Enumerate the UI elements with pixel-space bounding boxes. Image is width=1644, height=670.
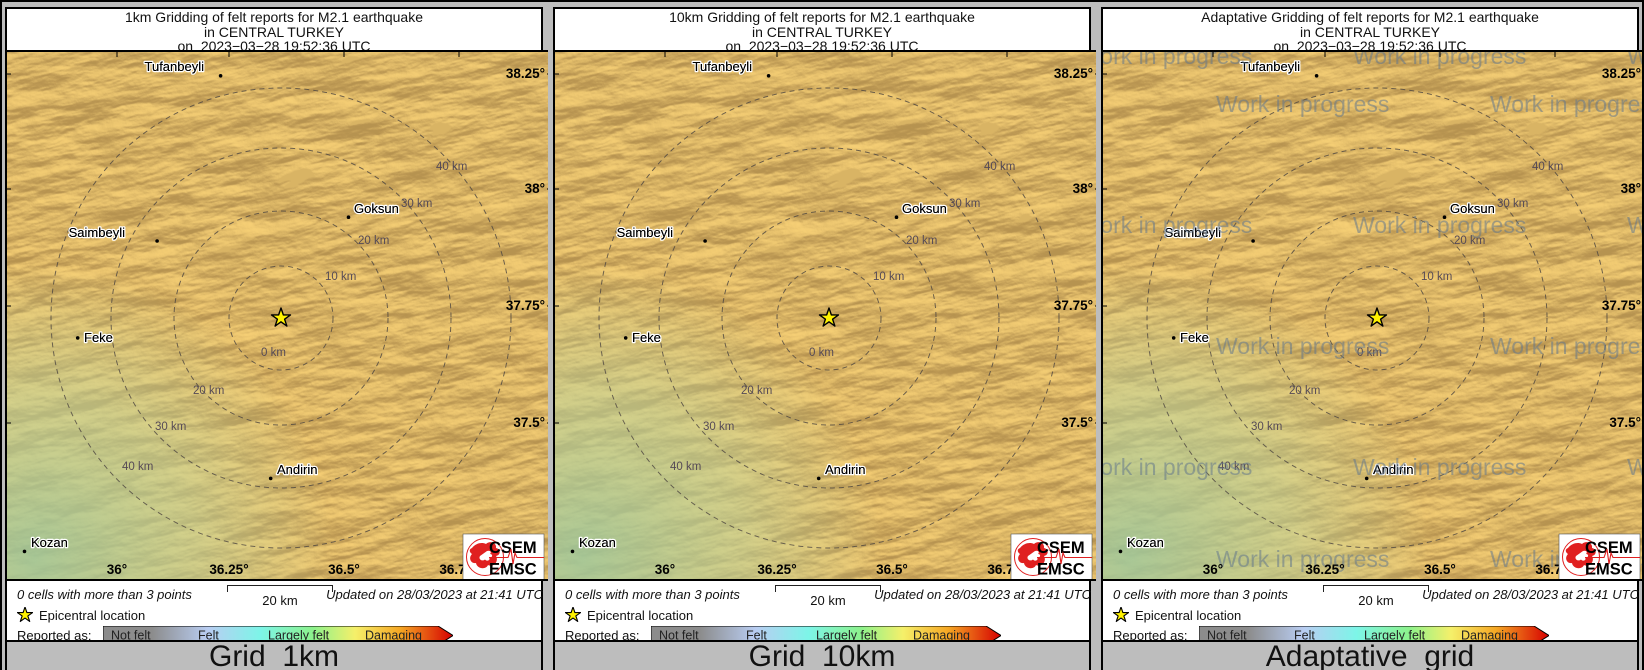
svg-text:20 km: 20 km — [741, 385, 772, 397]
svg-text:37.5°: 37.5° — [1061, 415, 1093, 430]
svg-text:Andirin: Andirin — [825, 462, 865, 477]
svg-text:40 km: 40 km — [984, 161, 1015, 173]
svg-text:Saimbeyli: Saimbeyli — [617, 225, 673, 240]
svg-text:37.5°: 37.5° — [1609, 415, 1641, 430]
svg-text:Kozan: Kozan — [1127, 535, 1164, 550]
svg-text:40 km: 40 km — [122, 461, 153, 473]
svg-text:Work in progress: Work in progress — [1103, 454, 1252, 480]
svg-text:36°: 36° — [107, 562, 127, 577]
svg-text:38°: 38° — [1073, 181, 1093, 196]
svg-text:20 km: 20 km — [358, 235, 389, 247]
svg-text:Work in progress: Work in progress — [1216, 91, 1389, 117]
svg-text:38°: 38° — [525, 181, 545, 196]
svg-text:10 km: 10 km — [325, 271, 356, 283]
svg-text:Work in progress: Work in progress — [1216, 333, 1389, 359]
svg-text:Feke: Feke — [84, 330, 113, 345]
svg-text:30 km: 30 km — [949, 198, 980, 210]
svg-text:30 km: 30 km — [703, 421, 734, 433]
svg-text:36.25°: 36.25° — [757, 562, 796, 577]
svg-text:30 km: 30 km — [1251, 421, 1282, 433]
svg-text:36.25°: 36.25° — [1305, 562, 1344, 577]
svg-text:10 km: 10 km — [1421, 271, 1452, 283]
svg-text:Work in progress: Work in progress — [1103, 52, 1252, 69]
svg-text:0 km: 0 km — [261, 347, 286, 359]
svg-text:Work in progress: Work in progress — [1627, 454, 1642, 480]
svg-text:Kozan: Kozan — [31, 535, 68, 550]
svg-text:36.5°: 36.5° — [1424, 562, 1456, 577]
svg-text:40 km: 40 km — [436, 161, 467, 173]
svg-text:20 km: 20 km — [193, 385, 224, 397]
svg-text:40 km: 40 km — [1532, 161, 1563, 173]
svg-text:40 km: 40 km — [670, 461, 701, 473]
svg-text:Andirin: Andirin — [277, 462, 317, 477]
svg-text:20 km: 20 km — [906, 235, 937, 247]
svg-text:Work in progress: Work in progress — [1103, 212, 1252, 238]
svg-text:30 km: 30 km — [1497, 198, 1528, 210]
svg-text:36.5°: 36.5° — [876, 562, 908, 577]
svg-text:Goksun: Goksun — [902, 201, 947, 216]
svg-text:Feke: Feke — [632, 330, 661, 345]
svg-text:38°: 38° — [1621, 181, 1641, 196]
svg-text:36.25°: 36.25° — [209, 562, 248, 577]
svg-text:Saimbeyli: Saimbeyli — [69, 225, 125, 240]
svg-text:Work in progress: Work in progress — [1216, 546, 1389, 572]
svg-text:Work in progress: Work in progress — [1490, 333, 1642, 359]
svg-text:36°: 36° — [1203, 562, 1223, 577]
svg-text:37.5°: 37.5° — [513, 415, 545, 430]
svg-text:Work in progress: Work in progress — [1353, 454, 1526, 480]
svg-text:Work in progress: Work in progress — [1490, 91, 1642, 117]
svg-text:38.25°: 38.25° — [1054, 66, 1093, 81]
svg-text:Work in progress: Work in progress — [1627, 212, 1642, 238]
svg-text:37.75°: 37.75° — [1602, 298, 1641, 313]
svg-text:Tufanbeyli: Tufanbeyli — [693, 59, 753, 74]
svg-text:20 km: 20 km — [1289, 385, 1320, 397]
svg-text:Kozan: Kozan — [579, 535, 616, 550]
svg-text:38.25°: 38.25° — [506, 66, 545, 81]
svg-text:30 km: 30 km — [401, 198, 432, 210]
svg-text:30 km: 30 km — [155, 421, 186, 433]
svg-text:37.75°: 37.75° — [506, 298, 545, 313]
svg-text:Tufanbeyli: Tufanbeyli — [145, 59, 205, 74]
svg-text:10 km: 10 km — [873, 271, 904, 283]
svg-text:38.25°: 38.25° — [1602, 66, 1641, 81]
svg-text:0 km: 0 km — [809, 347, 834, 359]
svg-text:36°: 36° — [655, 562, 675, 577]
svg-text:36.5°: 36.5° — [328, 562, 360, 577]
svg-text:Goksun: Goksun — [354, 201, 399, 216]
svg-text:Feke: Feke — [1180, 330, 1209, 345]
svg-text:Work in progress: Work in progress — [1353, 212, 1526, 238]
svg-text:37.75°: 37.75° — [1054, 298, 1093, 313]
